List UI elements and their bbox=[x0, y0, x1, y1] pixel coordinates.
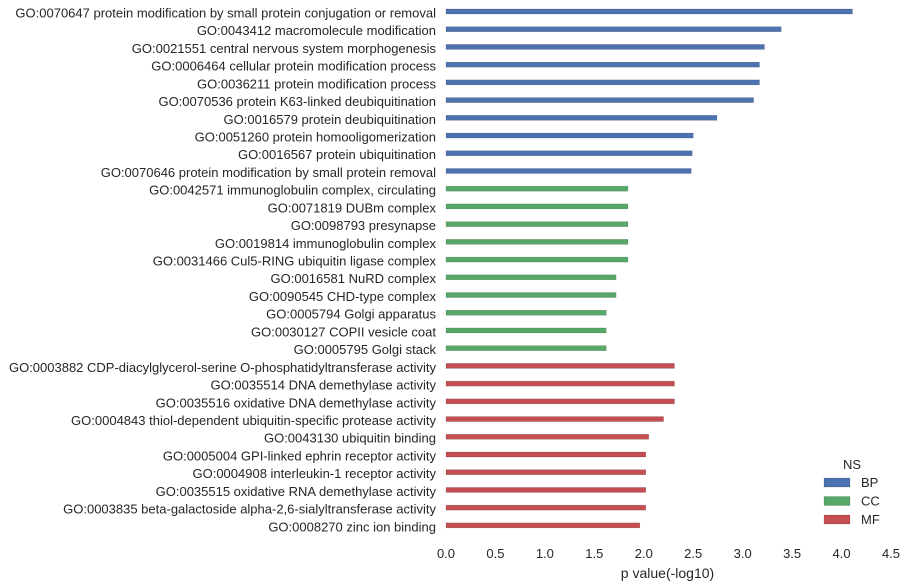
x-tick-label: 0.5 bbox=[486, 546, 504, 561]
category-label: GO:0004843 thiol-dependent ubiquitin-spe… bbox=[71, 413, 436, 428]
category-label: GO:0043130 ubiquitin binding bbox=[264, 431, 436, 446]
bar-bp bbox=[445, 44, 765, 50]
bar-mf bbox=[445, 522, 641, 529]
bar-cc bbox=[445, 274, 617, 281]
bar-cc bbox=[445, 239, 629, 245]
category-label: GO:0035514 DNA demethylase activity bbox=[211, 378, 437, 393]
legend-label-bp: BP bbox=[861, 475, 878, 490]
bar-cc bbox=[445, 327, 607, 334]
bar-mf bbox=[445, 451, 647, 458]
bar-cc bbox=[445, 185, 629, 192]
bar-bp bbox=[445, 61, 760, 68]
category-label: GO:0008270 zinc ion binding bbox=[268, 519, 436, 534]
category-label: GO:0005795 Golgi stack bbox=[294, 342, 437, 357]
x-tick-label: 2.5 bbox=[684, 546, 702, 561]
bar-mf bbox=[445, 469, 647, 475]
bar-mf bbox=[445, 416, 664, 422]
category-labels: GO:0070647 protein modification by small… bbox=[9, 5, 437, 534]
category-label: GO:0003835 beta-galactoside alpha-2,6-si… bbox=[63, 502, 436, 517]
x-axis-label: p value(-log10) bbox=[621, 565, 714, 581]
legend-swatch-cc bbox=[823, 496, 851, 506]
bar-cc bbox=[445, 256, 629, 263]
bar-bp bbox=[445, 150, 693, 157]
x-tick-label: 3.0 bbox=[734, 546, 752, 561]
bar-mf bbox=[445, 504, 647, 511]
bar-bp bbox=[445, 115, 718, 121]
legend-label-cc: CC bbox=[861, 494, 880, 509]
bar-bp bbox=[445, 26, 782, 32]
category-label: GO:0070647 protein modification by small… bbox=[15, 5, 436, 20]
bar-bp bbox=[445, 8, 853, 15]
bar-mf bbox=[445, 363, 675, 369]
x-tick-label: 1.5 bbox=[585, 546, 603, 561]
category-label: GO:0016579 protein deubiquitination bbox=[224, 112, 437, 127]
category-label: GO:0070536 protein K63-linked deubiquiti… bbox=[158, 94, 436, 109]
bar-bp bbox=[445, 132, 694, 139]
category-label: GO:0021551 central nervous system morpho… bbox=[132, 41, 437, 56]
category-label: GO:0031466 Cul5-RING ubiquitin ligase co… bbox=[153, 254, 437, 269]
bar-cc bbox=[445, 203, 629, 210]
category-label: GO:0071819 DUBm complex bbox=[268, 200, 437, 215]
bar-cc bbox=[445, 292, 617, 298]
x-axis: 0.0 0.5 1.0 1.5 2.0 2.5 3.0 3.5 4.0 4.5 bbox=[437, 546, 900, 561]
bar-bp bbox=[445, 168, 692, 174]
category-label: GO:0003882 CDP-diacylglycerol-serine O-p… bbox=[9, 360, 437, 375]
category-label: GO:0006464 cellular protein modification… bbox=[151, 59, 436, 74]
legend-label-mf: MF bbox=[861, 512, 880, 527]
category-label: GO:0030127 COPII vesicle coat bbox=[251, 324, 436, 339]
category-label: GO:0070646 protein modification by small… bbox=[101, 165, 436, 180]
bar-cc bbox=[445, 309, 607, 316]
bars bbox=[445, 8, 853, 529]
bar-bp bbox=[445, 79, 760, 86]
bar-cc bbox=[445, 345, 607, 351]
bar-bp bbox=[445, 97, 754, 103]
x-tick-label: 0.0 bbox=[437, 546, 455, 561]
category-label: GO:0016581 NuRD complex bbox=[271, 271, 437, 286]
category-label: GO:0019814 immunoglobulin complex bbox=[215, 236, 437, 251]
category-label: GO:0016567 protein ubiquitination bbox=[238, 147, 436, 162]
x-tick-label: 1.0 bbox=[536, 546, 554, 561]
bar-mf bbox=[445, 487, 647, 493]
category-label: GO:0098793 presynapse bbox=[291, 218, 436, 233]
legend-swatch-bp bbox=[823, 477, 851, 488]
category-label: GO:0005794 Golgi apparatus bbox=[266, 307, 436, 322]
legend-swatch-mf bbox=[823, 514, 851, 525]
bar-mf bbox=[445, 398, 675, 405]
x-tick-label: 4.0 bbox=[833, 546, 851, 561]
x-tick-label: 3.5 bbox=[783, 546, 801, 561]
x-tick-label: 2.0 bbox=[635, 546, 653, 561]
legend-title: NS bbox=[843, 457, 861, 472]
bar-mf bbox=[445, 434, 649, 440]
legend: NS BP CC MF bbox=[823, 457, 880, 527]
category-label: GO:0005004 GPI-linked ephrin receptor ac… bbox=[163, 448, 437, 463]
category-label: GO:0042571 immunoglobulin complex, circu… bbox=[149, 183, 436, 198]
x-tick-label: 4.5 bbox=[882, 546, 900, 561]
category-label: GO:0051260 protein homooligomerization bbox=[195, 129, 436, 144]
category-label: GO:0036211 protein modification process bbox=[197, 76, 436, 91]
category-label: GO:0035515 oxidative RNA demethylase act… bbox=[156, 484, 437, 499]
bar-mf bbox=[445, 380, 675, 387]
bar-cc bbox=[445, 221, 629, 227]
category-label: GO:0035516 oxidative DNA demethylase act… bbox=[156, 395, 437, 410]
category-label: GO:0090545 CHD-type complex bbox=[249, 289, 437, 304]
category-label: GO:0043412 macromolecule modification bbox=[197, 23, 436, 38]
category-label: GO:0004908 interleukin-1 receptor activi… bbox=[192, 466, 436, 481]
